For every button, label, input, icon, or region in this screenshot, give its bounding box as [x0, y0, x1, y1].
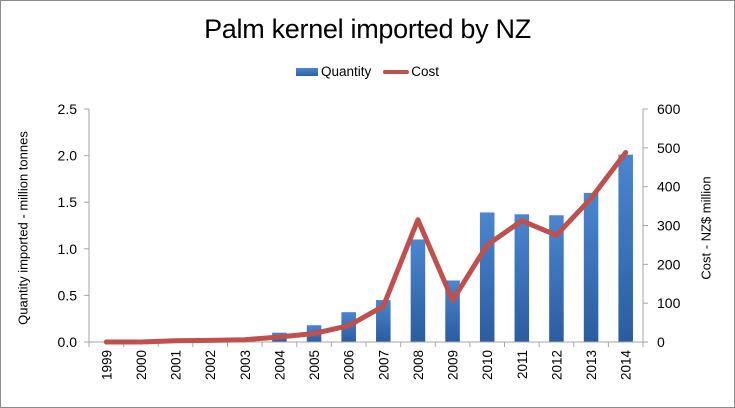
x-tick-label: 2001 — [169, 350, 184, 380]
y-right-tick-label: 0 — [657, 334, 665, 350]
y-left-tick-label: 1.0 — [58, 241, 78, 257]
x-tick-label: 2009 — [446, 350, 461, 380]
quantity-bars — [272, 154, 633, 342]
quantity-bar-2010 — [479, 212, 495, 342]
legend-item-quantity: Quantity — [295, 64, 372, 79]
x-tick-label: 2006 — [342, 350, 357, 380]
y-right-tick-label: 300 — [657, 218, 681, 234]
axes — [84, 108, 648, 347]
legend-item-cost: Cost — [383, 64, 439, 79]
cost-line — [103, 150, 629, 345]
y-right-tick-label: 100 — [657, 295, 681, 311]
y-right-tick-label: 600 — [657, 101, 681, 117]
x-tick-label: 2005 — [307, 350, 322, 380]
x-tick-label: 2010 — [480, 350, 495, 380]
y-left-tick-label: 0.5 — [58, 287, 78, 303]
quantity-bar-2008 — [410, 239, 426, 342]
x-tick-label: 2002 — [203, 350, 218, 380]
y-right-tick-label: 400 — [657, 179, 681, 195]
y-left-tick-label: 1.5 — [58, 194, 78, 210]
x-tick-label: 2000 — [134, 350, 149, 380]
chart-title: Palm kernel imported by NZ — [204, 14, 531, 44]
y-left-tick-label: 0.0 — [58, 334, 78, 350]
y-right-tick-label: 200 — [657, 256, 681, 272]
legend-label-quantity: Quantity — [320, 64, 372, 79]
x-tick-label: 2014 — [619, 350, 634, 381]
y-left-tick-label: 2.0 — [58, 148, 78, 164]
cost-line-path — [103, 150, 629, 345]
x-tick-label: 2011 — [515, 350, 530, 379]
x-tick-label: 2013 — [584, 350, 599, 380]
x-tick-label: 2008 — [411, 350, 426, 380]
x-tick-label: 2012 — [549, 350, 564, 380]
chart-legend: Quantity Cost — [0, 64, 735, 79]
legend-bar-swatch-icon — [295, 67, 318, 76]
axis-tick-labels: 0.0 0.5 1.0 1.5 2.0 2.5 0 100 200 300 400 500 600 199… — [58, 101, 681, 380]
quantity-bar-2011 — [514, 214, 530, 342]
quantity-bar-2012 — [549, 215, 564, 342]
quantity-bar-2013 — [583, 192, 599, 342]
x-tick-label: 2003 — [238, 350, 253, 380]
y-right-tick-label: 500 — [657, 140, 681, 156]
x-tick-label: 2004 — [272, 350, 287, 381]
x-tick-label: 1999 — [99, 350, 114, 380]
x-tick-label: 2007 — [376, 350, 391, 380]
y-left-tick-label: 2.5 — [58, 101, 78, 117]
legend-line-swatch-icon — [383, 69, 410, 74]
legend-label-cost: Cost — [411, 64, 440, 79]
quantity-bar-2014 — [618, 154, 633, 342]
